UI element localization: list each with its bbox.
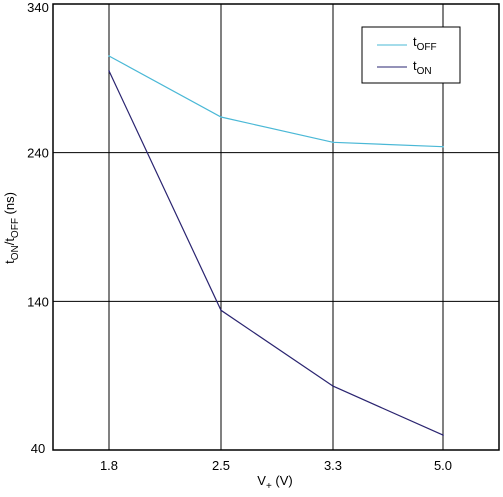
series-line-ton (108, 70, 444, 436)
x-axis-label-main: V (257, 473, 266, 488)
data-point-ton (220, 309, 222, 312)
legend-label-ton-main: t (413, 58, 417, 73)
x-tick-label: 3.3 (324, 458, 342, 473)
y-axis-label-sub1: ON (10, 245, 21, 260)
data-point-toff (442, 145, 444, 148)
x-tick-labels: 1.8 2.5 3.3 5.0 (100, 458, 452, 473)
legend-label-ton: tON (413, 58, 432, 77)
data-point-ton (108, 70, 110, 72)
series-line-toff (108, 55, 444, 148)
data-point-ton (332, 385, 334, 387)
series-lines (108, 55, 444, 436)
legend-label-toff-main: t (413, 34, 417, 49)
y-tick-label: 340 (27, 0, 49, 15)
x-axis-label-sub: + (266, 481, 272, 492)
x-axis-label-rest: (V) (272, 473, 293, 488)
legend-label-ton-sub: ON (417, 66, 432, 77)
x-axis-label: V+ (V) (257, 473, 292, 492)
y-tick-label: 240 (27, 146, 49, 161)
x-tick-label: 1.8 (100, 458, 118, 473)
legend-label-toff-sub: OFF (417, 42, 437, 53)
data-point-toff (220, 116, 222, 118)
data-point-toff (332, 141, 334, 144)
data-point-toff (108, 55, 110, 57)
y-axis-label-part3: (ns) (2, 192, 17, 218)
y-axis-label: tON/tOFF (ns) (2, 192, 21, 264)
legend-label-toff: tOFF (413, 34, 437, 53)
x-tick-label: 2.5 (212, 458, 230, 473)
y-tick-label: 140 (27, 294, 49, 309)
y-axis-label-part2: /t (2, 238, 17, 246)
y-tick-label: 40 (31, 441, 45, 456)
y-axis-label-part1: t (2, 260, 17, 264)
y-tick-labels: 340 240 140 40 (27, 0, 49, 456)
x-tick-label: 5.0 (434, 458, 452, 473)
legend-box (361, 26, 461, 84)
legend: tOFF tON (361, 26, 461, 84)
plot-frame (52, 3, 500, 451)
y-axis-label-sub2: OFF (10, 218, 21, 238)
data-point-ton (442, 434, 444, 436)
